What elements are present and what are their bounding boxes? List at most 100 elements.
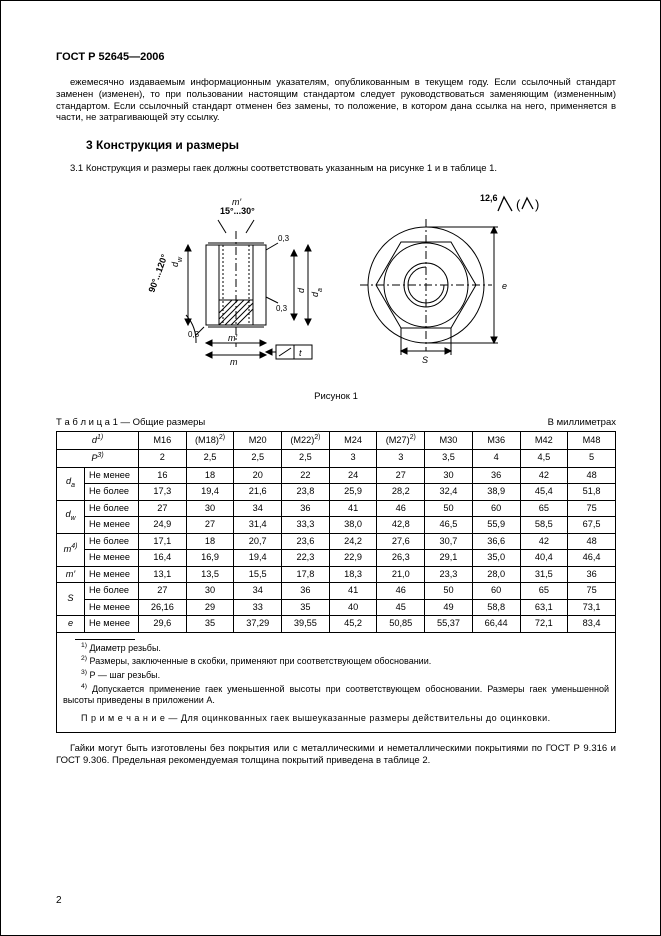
cell: 29,6: [139, 616, 187, 633]
cell: 30: [425, 467, 473, 484]
cell: 65: [520, 500, 568, 517]
svg-text:dw: dw: [170, 256, 184, 267]
cell: 36: [568, 566, 616, 583]
cell: 35: [186, 616, 234, 633]
col-head: M42: [520, 432, 568, 450]
table-row: eНе менее29,63537,2939,5545,250,8555,376…: [57, 616, 616, 633]
col-head: (M27)2): [377, 432, 425, 450]
col-head: M24: [329, 432, 377, 450]
cell: 49: [425, 599, 473, 616]
cell: 38,0: [329, 517, 377, 534]
cell: 45,4: [520, 484, 568, 501]
cell: 40,4: [520, 550, 568, 567]
cell: 28,0: [472, 566, 520, 583]
cell: 58,5: [520, 517, 568, 534]
fig-angle-btm: 90°...120°: [146, 252, 169, 293]
table-row: P3)22,52,52,5333,544,55: [57, 449, 616, 467]
table-row: Не менее16,416,919,422,322,926,329,135,0…: [57, 550, 616, 567]
fig-ra: 12,6: [480, 193, 498, 203]
cell: 46,5: [425, 517, 473, 534]
table-header-row: Т а б л и ц а 1 — Общие размеры В миллим…: [56, 417, 616, 429]
standard-id: ГОСТ Р 52645—2006: [56, 51, 616, 65]
cell: 13,5: [186, 566, 234, 583]
fig-r03b: 0,3: [278, 234, 290, 243]
cell: 34: [234, 583, 282, 600]
cell: 48: [568, 533, 616, 550]
cell: 27: [139, 583, 187, 600]
section-3-heading: 3 Конструкция и размеры: [86, 138, 616, 153]
cell: 42,8: [377, 517, 425, 534]
row-param: da: [57, 467, 85, 500]
col-head: (M22)2): [282, 432, 330, 450]
cell: 41: [329, 583, 377, 600]
table-row: dwНе более27303436414650606575: [57, 500, 616, 517]
table-row: Не менее26,1629333540454958,863,173,1: [57, 599, 616, 616]
cell: 23,8: [282, 484, 330, 501]
col-head: M48: [568, 432, 616, 450]
cell: 46,4: [568, 550, 616, 567]
cell: 55,9: [472, 517, 520, 534]
cell: 23,6: [282, 533, 330, 550]
cell: 42: [520, 533, 568, 550]
cell: 15,5: [234, 566, 282, 583]
cell: 18,3: [329, 566, 377, 583]
cell: 3,5: [425, 449, 473, 467]
row-label: Не более: [85, 533, 139, 550]
cell: 45,2: [329, 616, 377, 633]
fig-e: e: [502, 281, 507, 291]
table-title: Т а б л и ц а 1 — Общие размеры: [56, 417, 205, 429]
cell: 46: [377, 500, 425, 517]
cell: 55,37: [425, 616, 473, 633]
cell: 35,0: [472, 550, 520, 567]
cell: 19,4: [186, 484, 234, 501]
cell: 23,3: [425, 566, 473, 583]
cell: 24: [329, 467, 377, 484]
cell: 67,5: [568, 517, 616, 534]
row-param: e: [57, 616, 85, 633]
table-units: В миллиметрах: [548, 417, 616, 429]
page-number: 2: [56, 895, 62, 908]
cell: 16,9: [186, 550, 234, 567]
cell: 28,2: [377, 484, 425, 501]
cell: 27,6: [377, 533, 425, 550]
col-d: d1): [57, 432, 139, 450]
cell: 46: [377, 583, 425, 600]
fn1: 1) Диаметр резьбы.: [63, 642, 609, 655]
table-row: SНе более27303436414650606575: [57, 583, 616, 600]
cell: 30: [186, 583, 234, 600]
fig-m: m: [230, 357, 238, 367]
cell: 20,7: [234, 533, 282, 550]
cell: 2,5: [234, 449, 282, 467]
dimensions-table: d1)M16(M18)2)M20(M22)2)M24(M27)2)M30M36M…: [56, 431, 616, 632]
row-label: Не более: [85, 484, 139, 501]
cell: 36: [282, 500, 330, 517]
cell: 2: [139, 449, 187, 467]
cell: 21,0: [377, 566, 425, 583]
cell: 35: [282, 599, 330, 616]
figure-1: 15°...30° m′ 90°...120° dw 0,3 0,3 0,3 d: [126, 185, 546, 385]
fn3: 3) P — шаг резьбы.: [63, 669, 609, 682]
table-row: m′Не менее13,113,515,517,818,321,023,328…: [57, 566, 616, 583]
cell: 4: [472, 449, 520, 467]
row-label: Не менее: [85, 566, 139, 583]
cell: 39,55: [282, 616, 330, 633]
cell: 22: [282, 467, 330, 484]
cell: 5: [568, 449, 616, 467]
fig-mprime-top: m′: [232, 197, 241, 207]
col-head: M16: [139, 432, 187, 450]
col-head: M30: [425, 432, 473, 450]
row-param: P3): [57, 449, 139, 467]
top-paragraph: ежемесячно издаваемым информационным ука…: [56, 77, 616, 125]
cell: 16,4: [139, 550, 187, 567]
row-label: Не менее: [85, 599, 139, 616]
bottom-paragraph: Гайки могут быть изготовлены без покрыти…: [56, 743, 616, 767]
cell: 63,1: [520, 599, 568, 616]
fig-s: S: [422, 355, 428, 365]
cell: 36,6: [472, 533, 520, 550]
cell: 24,2: [329, 533, 377, 550]
cell: 65: [520, 583, 568, 600]
cell: 33: [234, 599, 282, 616]
cell: 2,5: [282, 449, 330, 467]
cell: 45: [377, 599, 425, 616]
section-3-1: 3.1 Конструкция и размеры гаек должны со…: [56, 163, 616, 175]
